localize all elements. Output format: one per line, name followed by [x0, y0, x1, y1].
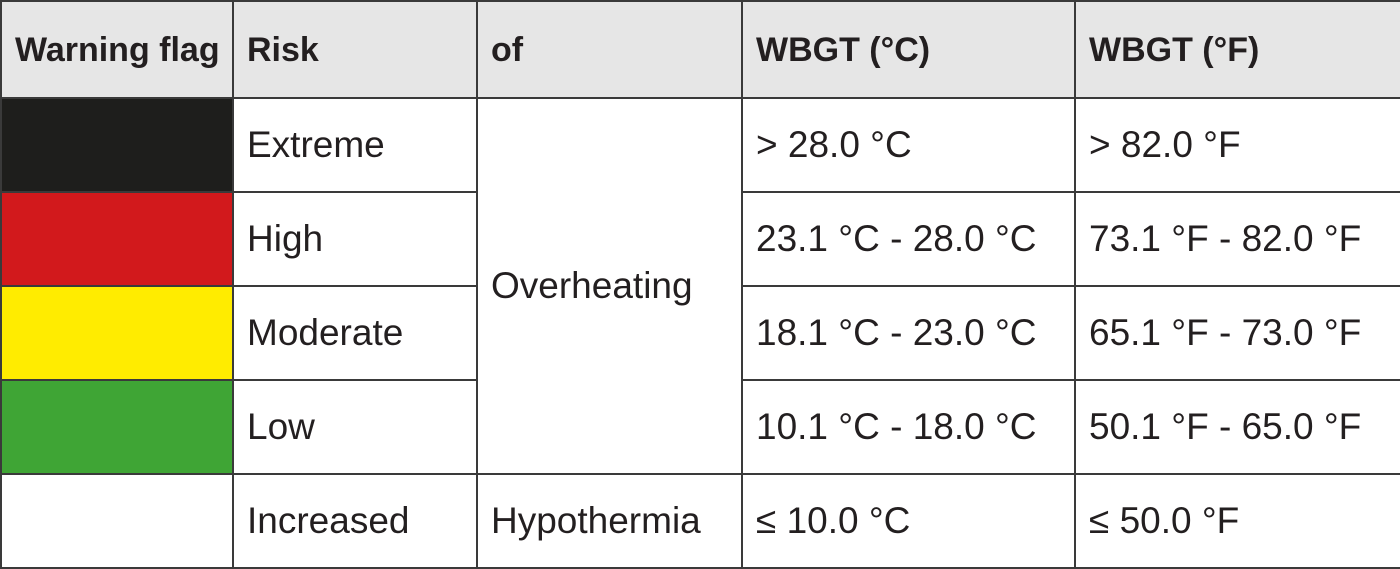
header-row: Warning flag Risk of WBGT (°C) WBGT (°F): [0, 0, 1400, 99]
table-row: Increased Hypothermia ≤ 10.0 °C ≤ 50.0 °…: [0, 473, 1400, 569]
celsius-cell: ≤ 10.0 °C: [741, 473, 1076, 569]
flag-swatch-red: [0, 191, 234, 287]
fahrenheit-cell: 50.1 °F - 65.0 °F: [1074, 379, 1400, 475]
of-cell-hypothermia: Hypothermia: [476, 473, 743, 569]
celsius-cell: 18.1 °C - 23.0 °C: [741, 285, 1076, 381]
fahrenheit-cell: 73.1 °F - 82.0 °F: [1074, 191, 1400, 287]
risk-cell: Extreme: [232, 97, 478, 193]
fahrenheit-cell: > 82.0 °F: [1074, 97, 1400, 193]
risk-cell: High: [232, 191, 478, 287]
table-row: Low 10.1 °C - 18.0 °C 50.1 °F - 65.0 °F: [0, 379, 1400, 475]
fahrenheit-cell: 65.1 °F - 73.0 °F: [1074, 285, 1400, 381]
fahrenheit-cell: ≤ 50.0 °F: [1074, 473, 1400, 569]
of-cell-overheating: Overheating: [476, 97, 743, 475]
header-wbgt-celsius: WBGT (°C): [741, 0, 1076, 99]
table-row: High 23.1 °C - 28.0 °C 73.1 °F - 82.0 °F: [0, 191, 1400, 287]
header-risk: Risk: [232, 0, 478, 99]
flag-swatch-yellow: [0, 285, 234, 381]
header-warning-flag: Warning flag: [0, 0, 234, 99]
table-row: Extreme Overheating > 28.0 °C > 82.0 °F: [0, 97, 1400, 475]
celsius-cell: 23.1 °C - 28.0 °C: [741, 191, 1076, 287]
flag-swatch-white: [0, 473, 234, 569]
table-row: Moderate 18.1 °C - 23.0 °C 65.1 °F - 73.…: [0, 285, 1400, 381]
header-wbgt-fahrenheit: WBGT (°F): [1074, 0, 1400, 99]
celsius-cell: 10.1 °C - 18.0 °C: [741, 379, 1076, 475]
risk-cell: Moderate: [232, 285, 478, 381]
celsius-cell: > 28.0 °C: [741, 97, 1076, 193]
flag-swatch-green: [0, 379, 234, 475]
risk-cell: Increased: [232, 473, 478, 569]
header-of: of: [476, 0, 743, 99]
risk-cell: Low: [232, 379, 478, 475]
flag-swatch-black: [0, 97, 234, 193]
